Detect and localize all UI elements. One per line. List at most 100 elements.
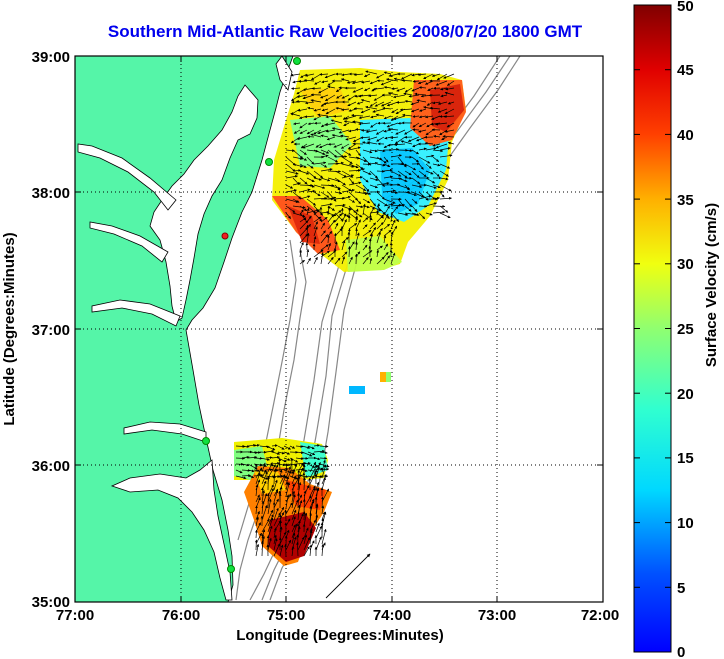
velocity-arrow [383, 85, 392, 89]
colorbar-label: Surface Velocity (cm/s) [703, 203, 720, 367]
velocity-arrow [247, 463, 258, 470]
velocity-arrow [319, 143, 329, 149]
velocity-arrow [320, 163, 328, 168]
velocity-arrow [390, 252, 396, 265]
velocity-arrow [279, 526, 283, 539]
velocity-arrow [291, 516, 296, 527]
velocity-arrow [341, 184, 352, 192]
velocity-arrow [321, 80, 329, 84]
velocity-arrow [309, 485, 316, 497]
velocity-arrow [347, 101, 357, 107]
velocity-arrow [356, 101, 364, 105]
velocity-arrow [355, 241, 358, 251]
velocity-arrow [341, 213, 347, 223]
velocity-arrow [383, 175, 393, 179]
velocity-arrow [355, 228, 358, 237]
velocity-arrow [326, 136, 336, 141]
velocity-arrow [299, 249, 302, 258]
velocity-arrow [334, 161, 344, 165]
velocity-arrow [292, 182, 302, 186]
velocity-arrow [418, 86, 427, 89]
velocity-arrow [299, 217, 307, 223]
velocity-arrow [386, 78, 399, 82]
velocity-arrow [369, 205, 382, 212]
velocity-arrow [369, 161, 379, 165]
velocity-arrow [347, 207, 351, 216]
velocity-arrow [369, 184, 378, 189]
velocity-arrow [325, 129, 336, 133]
velocity-arrow [355, 232, 360, 244]
velocity-arrow [418, 129, 427, 133]
velocity-arrow [395, 129, 406, 135]
colorbar-tick-label: 10 [677, 515, 694, 532]
velocity-arrow [298, 79, 308, 83]
velocity-arrow [271, 461, 281, 465]
velocity-arrow [279, 544, 284, 557]
velocity-arrow [387, 127, 399, 131]
velocity-arrow [403, 92, 413, 96]
velocity-arrow [362, 191, 372, 195]
velocity-arrow [355, 215, 358, 223]
velocity-arrow [309, 487, 316, 503]
velocity-arrow [277, 445, 285, 450]
velocity-arrow [334, 177, 346, 186]
velocity-arrow [284, 543, 288, 557]
velocity-arrow [255, 484, 259, 497]
grid-lines [75, 56, 603, 602]
velocity-arrow [383, 156, 389, 163]
velocity-arrow [372, 87, 385, 91]
velocity-arrow [348, 129, 357, 133]
velocity-arrow [310, 133, 322, 138]
velocity-arrow [404, 191, 417, 197]
velocity-arrow [307, 106, 315, 110]
velocity-arrow [285, 198, 299, 204]
velocity-arrow [313, 209, 320, 216]
velocity-arrow [299, 233, 308, 244]
velocity-arrow [411, 191, 425, 198]
velocity-arrow [235, 475, 247, 480]
velocity-arrow [334, 191, 343, 195]
velocity-arrow [299, 149, 307, 155]
velocity-arrow [417, 80, 427, 85]
velocity-arrow [365, 70, 378, 75]
velocity-arrow [418, 147, 427, 151]
velocity-arrow [390, 219, 396, 230]
velocity-arrow [299, 177, 308, 185]
velocity-arrow [439, 205, 449, 213]
velocity-arrow [424, 141, 434, 145]
velocity-arrow [418, 212, 426, 220]
velocity-arrow [401, 79, 413, 82]
velocity-arrow [443, 115, 455, 118]
velocity-arrow [414, 92, 427, 96]
colorbar-tick-label: 15 [677, 450, 694, 467]
velocity-arrow [327, 214, 335, 223]
velocity-arrow [299, 156, 308, 161]
velocity-arrow [369, 101, 378, 107]
velocity-arrow [423, 73, 434, 80]
velocity-arrow [411, 87, 420, 92]
velocity-arrow [299, 163, 307, 168]
velocity-arrow [267, 517, 274, 533]
velocity-arrow [355, 205, 364, 209]
velocity-arrow [313, 129, 322, 135]
velocity-arrow [306, 177, 315, 183]
velocity-arrow [241, 474, 252, 477]
velocity-arrow [390, 206, 399, 216]
velocity-arrow [319, 456, 328, 460]
velocity-arrow [376, 198, 388, 207]
velocity-arrow [330, 119, 343, 124]
velocity-arrow [376, 249, 380, 258]
velocity-arrow [327, 242, 331, 251]
velocity-arrow [411, 149, 420, 155]
velocity-arrow [368, 94, 378, 98]
velocity-arrow [321, 108, 329, 112]
rappahannock-river [89, 221, 169, 263]
velocity-arrow [383, 235, 387, 244]
velocity-arrow [447, 141, 455, 145]
velocity-arrow [301, 445, 311, 449]
velocity-arrow [376, 136, 385, 142]
velocity-arrow [390, 231, 394, 244]
colorbar-tick-label: 40 [677, 127, 694, 144]
velocity-arrow [285, 184, 294, 189]
velocity-arrow [299, 170, 310, 175]
